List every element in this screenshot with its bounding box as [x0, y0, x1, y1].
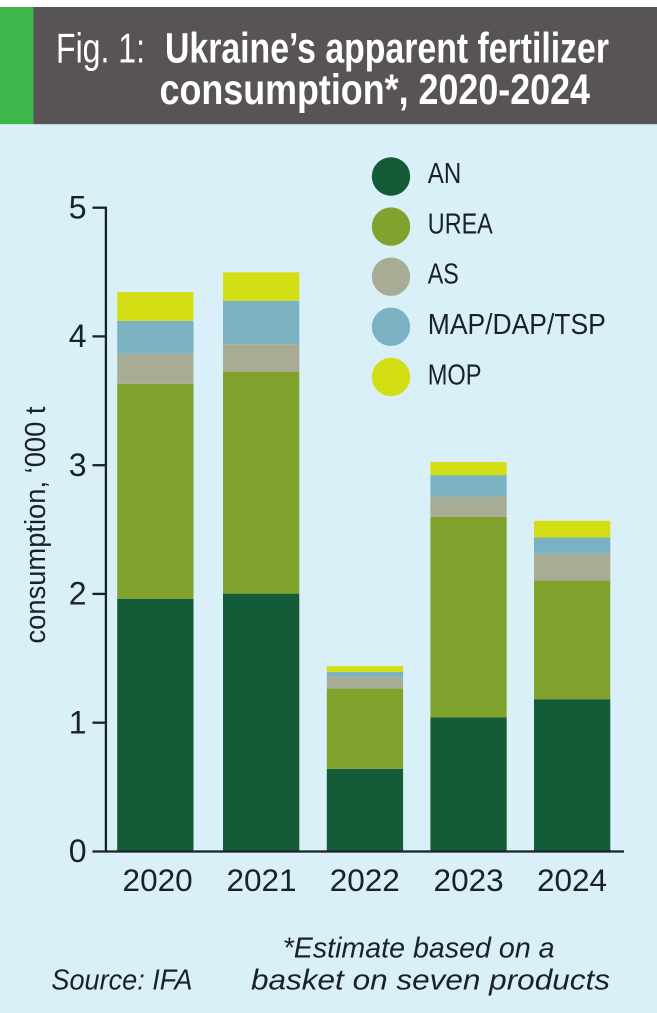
svg-text:consumption*, 2020-2024: consumption*, 2020-2024 [160, 67, 591, 114]
svg-text:2021: 2021 [226, 862, 296, 898]
svg-text:2020: 2020 [123, 862, 193, 898]
svg-text:Ukraine’s apparent fertilizer: Ukraine’s apparent fertilizer [165, 26, 609, 73]
svg-text:0: 0 [69, 833, 87, 869]
svg-text:1: 1 [69, 704, 87, 740]
svg-text:4: 4 [69, 318, 87, 354]
svg-text:3: 3 [69, 447, 87, 483]
svg-text:2023: 2023 [434, 862, 504, 898]
svg-text:2: 2 [69, 576, 87, 612]
svg-text:Fig. 1:: Fig. 1: [56, 25, 145, 72]
svg-text:5: 5 [69, 189, 87, 225]
svg-text:MAP/DAP/TSP: MAP/DAP/TSP [428, 309, 606, 341]
svg-text:*Estimate based on a: *Estimate based on a [283, 932, 555, 964]
svg-text:2022: 2022 [330, 862, 400, 898]
svg-text:MOP: MOP [428, 360, 482, 392]
svg-text:basket on seven products: basket on seven products [251, 965, 610, 997]
svg-text:2024: 2024 [537, 862, 607, 898]
svg-text:AS: AS [428, 259, 459, 291]
svg-text:UREA: UREA [428, 208, 493, 240]
svg-text:AN: AN [428, 158, 461, 190]
svg-text:Source: IFA: Source: IFA [51, 965, 192, 997]
svg-text:consumption, ‘000 t: consumption, ‘000 t [20, 407, 52, 644]
